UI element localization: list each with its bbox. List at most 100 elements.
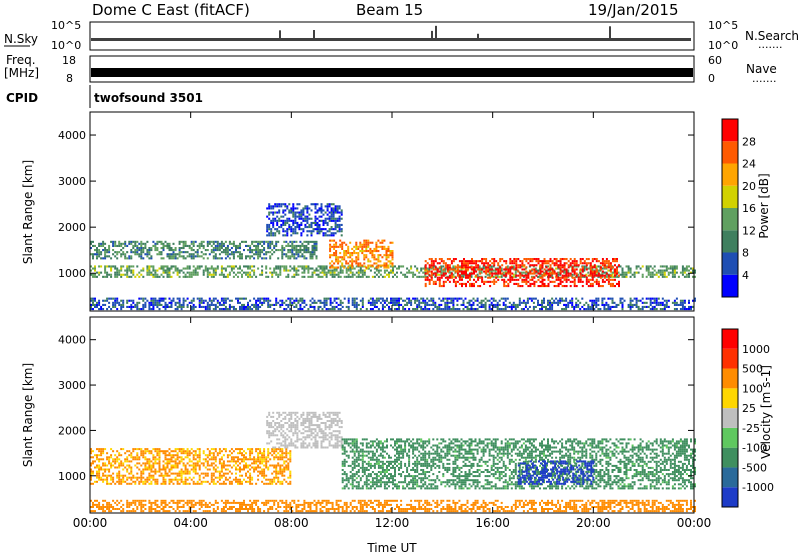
echo-cell <box>269 267 272 270</box>
echo-cell <box>124 460 127 463</box>
echo-cell <box>164 462 167 465</box>
echo-cell <box>324 232 327 235</box>
echo-cell <box>446 258 449 261</box>
echo-cell <box>614 264 616 267</box>
echo-cell <box>330 215 333 218</box>
echo-cell <box>216 480 219 483</box>
echo-cell <box>440 285 443 288</box>
echo-cell <box>118 470 121 473</box>
echo-cell <box>577 276 580 279</box>
echo-cell <box>146 458 149 461</box>
echo-cell <box>224 476 227 479</box>
echo-cell <box>292 203 295 206</box>
echo-cell <box>224 275 227 278</box>
echo-cell <box>525 258 528 261</box>
echo-cell <box>152 267 155 270</box>
echo-cell <box>595 280 598 283</box>
colorbar-tick-label: 8 <box>742 247 749 260</box>
echo-cell <box>587 280 590 283</box>
echo-cell <box>261 303 264 306</box>
echo-cell <box>515 268 518 271</box>
echo-cell <box>426 297 429 300</box>
echo-cell <box>524 305 527 308</box>
echo-cell <box>287 242 290 245</box>
echo-cell <box>158 299 161 302</box>
echo-cell <box>334 228 337 231</box>
echo-cell <box>239 251 241 254</box>
echo-cell <box>268 211 271 214</box>
echo-cell <box>172 297 175 300</box>
echo-cell <box>547 303 549 306</box>
echo-cell <box>601 278 604 281</box>
echo-cell <box>208 303 211 306</box>
echo-cell <box>533 264 536 267</box>
echo-cell <box>535 280 538 283</box>
echo-cell <box>392 275 394 278</box>
echo-cell <box>609 264 612 267</box>
echo-cell <box>270 221 273 224</box>
echo-cell <box>239 480 241 483</box>
echo-cell <box>309 257 312 260</box>
echo-cell <box>523 268 526 271</box>
echo-cell <box>237 267 239 270</box>
echo-cell <box>337 256 340 259</box>
echo-cell <box>414 299 417 302</box>
echo-cell <box>220 466 223 469</box>
echo-cell <box>226 308 229 311</box>
echo-cell <box>506 265 509 268</box>
echo-cell <box>452 297 455 300</box>
echo-cell <box>565 308 568 311</box>
echo-cell <box>98 308 101 311</box>
echo-cell <box>214 464 217 467</box>
echo-cell <box>146 267 149 270</box>
echo-cell <box>657 301 660 304</box>
echo-cell <box>400 265 403 268</box>
echo-cell <box>599 266 602 269</box>
echo-cell <box>591 303 594 306</box>
echo-cell <box>339 239 342 242</box>
echo-cell <box>307 247 310 250</box>
echo-cell <box>591 272 594 275</box>
echo-cell <box>140 308 143 311</box>
echo-cell <box>334 232 337 235</box>
echo-cell <box>160 299 163 302</box>
echo-cell <box>188 253 191 256</box>
echo-cell <box>192 253 195 256</box>
echo-cell <box>438 270 441 273</box>
echo-cell <box>120 299 123 302</box>
echo-cell <box>438 285 441 288</box>
echo-cell <box>293 265 296 268</box>
echo-cell <box>301 265 304 268</box>
echo-cell <box>154 247 157 250</box>
echo-cell <box>469 276 471 279</box>
echo-cell <box>130 299 133 302</box>
echo-cell <box>106 464 109 467</box>
echo-cell <box>390 301 392 304</box>
echo-cell <box>402 305 405 308</box>
echo-cell <box>317 305 320 308</box>
echo-cell <box>132 476 135 479</box>
echo-cell <box>301 301 304 304</box>
echo-cell <box>148 269 151 272</box>
echo-cell <box>334 205 337 208</box>
echo-cell <box>641 297 644 300</box>
echo-cell <box>164 271 167 274</box>
echo-cell <box>200 297 203 300</box>
echo-cell <box>583 267 586 270</box>
echo-cell <box>220 303 223 306</box>
echo-cell <box>174 478 177 481</box>
echo-cell <box>324 228 327 231</box>
echo-cell <box>283 267 286 270</box>
echo-cell <box>106 249 109 252</box>
echo-cell <box>106 273 109 276</box>
echo-cell <box>192 476 195 479</box>
echo-cell <box>587 308 590 311</box>
echo-cell <box>190 275 193 278</box>
echo-cell <box>282 221 285 224</box>
echo-cell <box>136 462 139 465</box>
echo-cell <box>553 258 556 261</box>
echo-cell <box>150 470 153 473</box>
echo-cell <box>224 450 227 453</box>
echo-cell <box>152 448 155 451</box>
echo-cell <box>299 249 302 252</box>
